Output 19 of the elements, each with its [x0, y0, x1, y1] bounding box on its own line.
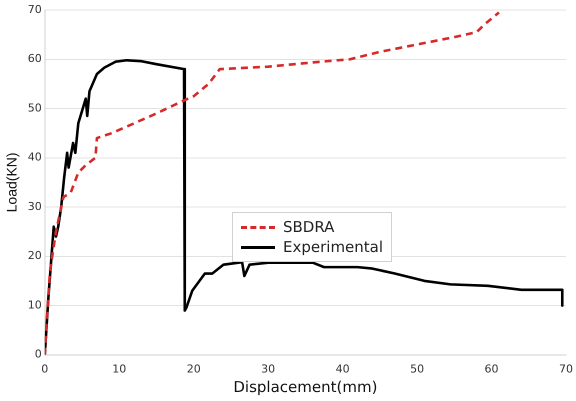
legend-label: SBDRA [283, 218, 334, 236]
y-tick-label: 30 [28, 200, 42, 213]
x-tick-label: 50 [410, 362, 424, 376]
legend-label: Experimental [283, 238, 384, 256]
y-tick-label: 40 [28, 150, 42, 164]
y-tick-label: 60 [28, 52, 42, 66]
y-axis-title: Load(KN) [3, 152, 20, 212]
x-tick-label: 10 [112, 362, 126, 376]
y-tick-label: 50 [28, 101, 42, 114]
y-tick-label: 10 [28, 298, 42, 312]
y-tick-label: 20 [28, 249, 42, 262]
x-tick-label: 30 [261, 362, 276, 376]
x-tick-label: 40 [336, 362, 350, 376]
y-tick-label: 0 [34, 348, 42, 361]
x-axis-title: Displacement(mm) [233, 378, 378, 396]
x-tick-label: 20 [186, 362, 201, 376]
x-tick-label: 60 [484, 362, 499, 376]
x-tick-label: 70 [559, 362, 573, 376]
y-tick-label: 70 [28, 2, 42, 16]
